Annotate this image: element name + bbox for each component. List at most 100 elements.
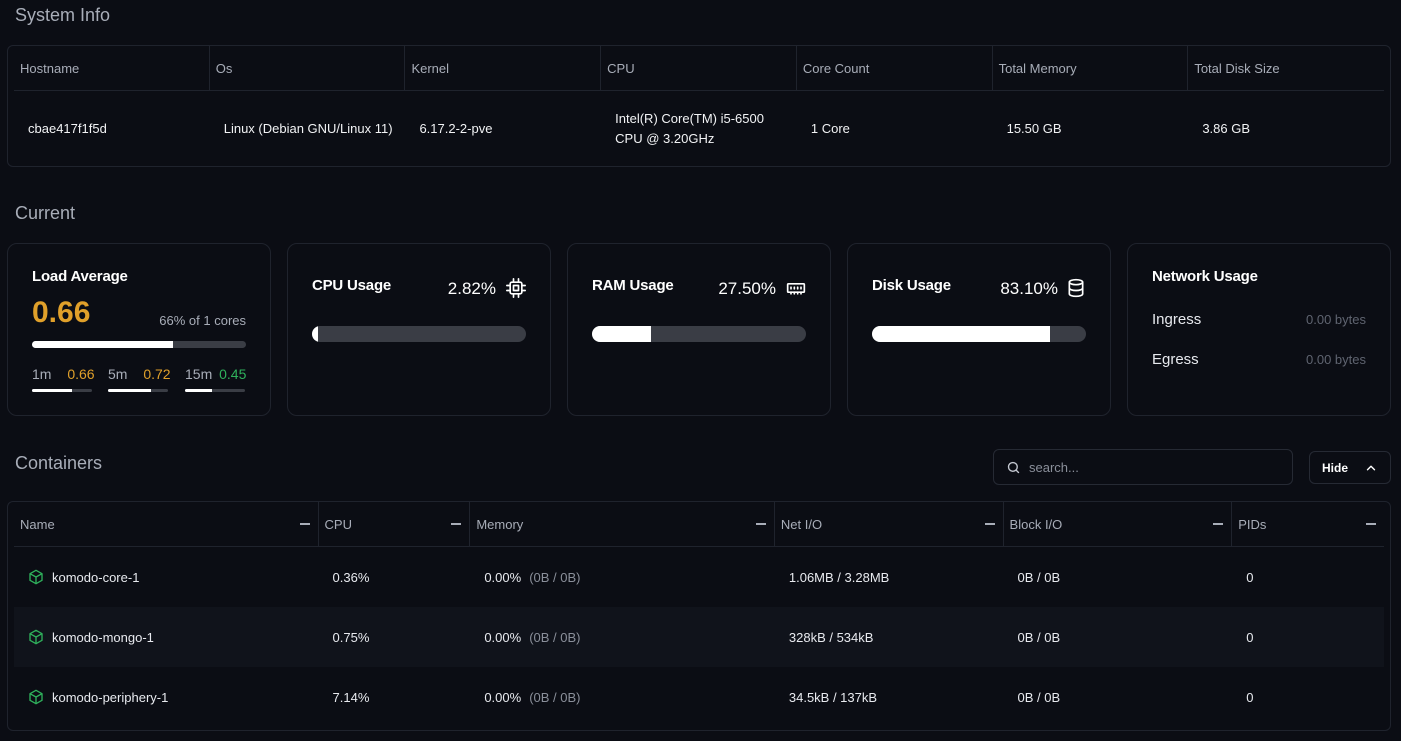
container-cpu: 7.14% <box>332 689 370 705</box>
cpu-usage-card: CPU Usage 2.82% <box>287 243 551 416</box>
ram-usage-value: 27.50% <box>718 279 776 298</box>
container-block-io: 0B / 0B <box>1017 569 1061 585</box>
container-mem: 0.00% <box>484 689 522 705</box>
container-name[interactable]: komodo-core-1 <box>52 569 140 585</box>
hide-button[interactable]: Hide <box>1309 451 1391 484</box>
table-row[interactable]: komodo-periphery-1 7.14% 0.00% (0B / 0B) … <box>14 667 1384 727</box>
cpu-usage-value: 2.82% <box>447 279 496 298</box>
disk-usage-bar-fill <box>872 326 1050 342</box>
load-15m: 15m 0.45 <box>185 366 246 382</box>
container-name[interactable]: komodo-periphery-1 <box>52 689 169 705</box>
ingress-label: Ingress <box>1152 311 1202 328</box>
container-box-icon <box>28 629 44 645</box>
header-kernel: Kernel <box>405 46 602 90</box>
container-cpu: 0.36% <box>332 569 370 585</box>
col-cpu[interactable]: CPU <box>319 502 471 546</box>
container-name[interactable]: komodo-mongo-1 <box>52 629 154 645</box>
container-cpu: 0.75% <box>332 629 370 645</box>
network-usage-card: Network Usage Ingress 0.00 bytes Egress … <box>1127 243 1391 416</box>
col-memory[interactable]: Memory <box>470 502 775 546</box>
minus-icon[interactable] <box>451 523 462 525</box>
container-box-icon <box>28 689 44 705</box>
chevron-up-icon <box>1364 461 1378 475</box>
table-row[interactable]: komodo-core-1 0.36% 0.00% (0B / 0B) 1.06M… <box>14 547 1384 607</box>
disk-usage-card: Disk Usage 83.10% <box>847 243 1111 416</box>
col-pids-label: PIDs <box>1238 516 1267 532</box>
col-name[interactable]: Name <box>14 502 319 546</box>
col-net-io-label: Net I/O <box>780 516 823 532</box>
search-input[interactable]: search... <box>993 449 1293 485</box>
container-net-io: 34.5kB / 137kB <box>788 689 878 705</box>
disk-usage-value: 83.10% <box>1000 279 1058 298</box>
ram-usage-card: RAM Usage 27.50% <box>567 243 831 416</box>
table-row[interactable]: komodo-mongo-1 0.75% 0.00% (0B / 0B) 328k… <box>14 607 1384 667</box>
header-core-count: Core Count <box>797 46 993 90</box>
container-pids: 0 <box>1246 569 1254 585</box>
col-pids[interactable]: PIDs <box>1232 502 1384 546</box>
disk-usage-bar <box>872 326 1086 342</box>
kernel-value: 6.17.2-2-pve <box>419 121 493 136</box>
containers-title: Containers <box>15 453 103 473</box>
network-usage-title: Network Usage <box>1152 268 1258 285</box>
container-block-io: 0B / 0B <box>1017 629 1061 645</box>
header-total-disk: Total Disk Size <box>1194 60 1280 76</box>
load-15m-value: 0.45 <box>219 366 247 382</box>
minus-icon[interactable] <box>755 523 766 525</box>
ram-usage-title: RAM Usage <box>592 277 674 294</box>
ingress-value: 0.00 bytes <box>1306 312 1366 327</box>
egress-label: Egress <box>1152 351 1199 368</box>
container-mem: 0.00% <box>484 629 522 645</box>
load-15m-label: 15m <box>185 366 213 382</box>
col-block-io[interactable]: Block I/O <box>1004 502 1233 546</box>
system-info-title: System Info <box>15 5 111 25</box>
load-15m-bar <box>185 389 245 392</box>
minus-icon[interactable] <box>984 523 995 525</box>
cpu-usage-bar-fill <box>312 326 319 342</box>
load-5m-value: 0.72 <box>143 366 171 382</box>
container-pids: 0 <box>1246 689 1254 705</box>
load-1m-bar-fill <box>32 389 72 392</box>
load-15m-bar-fill <box>185 389 212 392</box>
load-average-title: Load Average <box>32 268 128 285</box>
load-5m-bar-fill <box>108 389 152 392</box>
load-5m: 5m 0.72 <box>108 366 171 382</box>
col-name-label: Name <box>20 516 55 532</box>
search-icon <box>1006 460 1021 475</box>
container-net-io: 1.06MB / 3.28MB <box>788 569 890 585</box>
load-average-value: 0.66 <box>32 296 91 329</box>
system-info-row: cbae417f1f5d Linux (Debian GNU/Linux 11)… <box>14 91 1384 167</box>
minus-icon[interactable] <box>1366 523 1376 525</box>
cpu-usage-title: CPU Usage <box>312 277 392 294</box>
core-count-value: 1 Core <box>810 121 850 136</box>
container-pids: 0 <box>1246 629 1254 645</box>
load-1m-label: 1m <box>32 366 52 382</box>
load-average-bar-fill <box>32 341 174 348</box>
memory-icon <box>786 278 806 298</box>
container-mem-detail: (0B / 0B) <box>529 629 581 645</box>
containers-table: Name CPU Memory Net I/O Block I/O PIDs k… <box>7 501 1391 731</box>
cpu-usage-bar <box>312 326 526 342</box>
load-average-bar <box>32 341 246 348</box>
system-info-header-row: Hostname Os Kernel CPU Core Count Total … <box>14 46 1384 91</box>
header-os: Os <box>210 46 406 90</box>
load-1m: 1m 0.66 <box>32 366 95 382</box>
container-mem: 0.00% <box>484 569 522 585</box>
load-average-sub: 66% of 1 cores <box>159 313 246 328</box>
hostname-value: cbae417f1f5d <box>28 121 107 136</box>
current-title: Current <box>15 203 76 223</box>
load-5m-bar <box>108 389 168 392</box>
hide-button-label: Hide <box>1322 460 1349 475</box>
ram-usage-bar-fill <box>592 326 651 342</box>
header-total-memory: Total Memory <box>993 46 1189 90</box>
minus-icon[interactable] <box>299 523 310 525</box>
col-memory-label: Memory <box>476 516 524 532</box>
minus-icon[interactable] <box>1213 523 1224 525</box>
col-net-io[interactable]: Net I/O <box>775 502 1004 546</box>
load-average-card: Load Average 0.66 66% of 1 cores 1m 0.66… <box>7 243 271 416</box>
system-info-table: Hostname Os Kernel CPU Core Count Total … <box>7 45 1391 167</box>
os-value: Linux (Debian GNU/Linux 11) <box>223 121 393 136</box>
database-icon <box>1066 278 1086 298</box>
search-placeholder: search... <box>1029 459 1079 475</box>
load-5m-label: 5m <box>108 366 128 382</box>
cpu-value: Intel(R) Core(TM) i5-6500 CPU @ 3.20GHz <box>615 111 764 146</box>
